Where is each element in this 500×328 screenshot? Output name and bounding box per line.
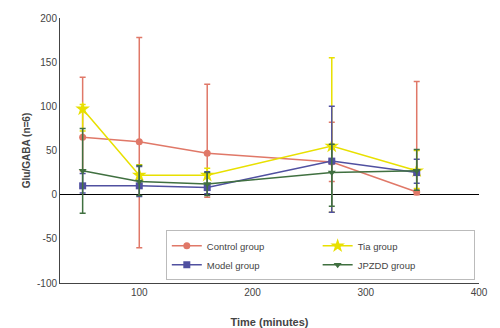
svg-text:JPZDD group: JPZDD group xyxy=(358,260,416,271)
svg-text:100: 100 xyxy=(40,101,57,112)
svg-text:-50: -50 xyxy=(43,233,58,244)
svg-text:Control group: Control group xyxy=(207,241,265,252)
svg-text:Tia group: Tia group xyxy=(358,241,398,252)
svg-text:300: 300 xyxy=(357,287,374,298)
svg-text:150: 150 xyxy=(40,57,57,68)
svg-text:Time (minutes): Time (minutes) xyxy=(230,316,308,328)
svg-text:Model group: Model group xyxy=(207,260,260,271)
svg-text:200: 200 xyxy=(244,287,261,298)
svg-text:Glu/GABA (n=6): Glu/GABA (n=6) xyxy=(21,113,32,188)
svg-text:100: 100 xyxy=(131,287,148,298)
svg-text:400: 400 xyxy=(471,287,488,298)
svg-text:0: 0 xyxy=(51,189,57,200)
svg-text:200: 200 xyxy=(40,13,57,24)
svg-text:-100: -100 xyxy=(37,278,57,289)
svg-text:50: 50 xyxy=(46,145,58,156)
